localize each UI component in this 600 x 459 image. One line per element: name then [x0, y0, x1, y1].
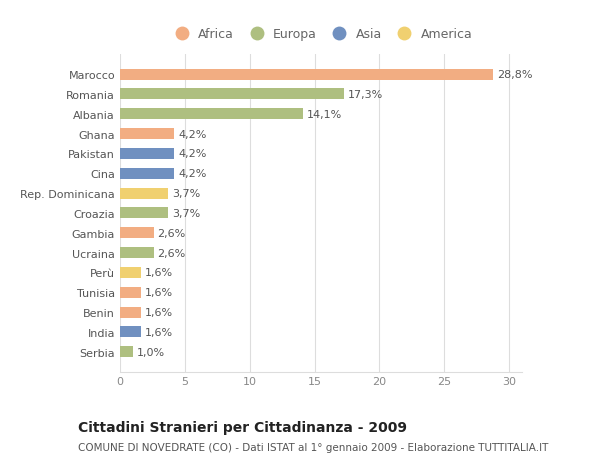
Bar [120, 247, 154, 258]
Bar [120, 188, 168, 199]
Bar [120, 149, 175, 160]
Text: 2,6%: 2,6% [158, 228, 186, 238]
Text: COMUNE DI NOVEDRATE (CO) - Dati ISTAT al 1° gennaio 2009 - Elaborazione TUTTITAL: COMUNE DI NOVEDRATE (CO) - Dati ISTAT al… [78, 442, 548, 452]
Bar [120, 129, 175, 140]
Text: 1,6%: 1,6% [145, 308, 173, 317]
Bar [120, 228, 154, 239]
Bar [120, 347, 133, 358]
Text: 28,8%: 28,8% [497, 70, 533, 80]
Text: 1,6%: 1,6% [145, 327, 173, 337]
Legend: Africa, Europa, Asia, America: Africa, Europa, Asia, America [164, 23, 478, 46]
Text: 1,0%: 1,0% [137, 347, 165, 357]
Bar [120, 287, 141, 298]
Text: Cittadini Stranieri per Cittadinanza - 2009: Cittadini Stranieri per Cittadinanza - 2… [78, 420, 407, 434]
Bar [120, 69, 493, 80]
Text: 1,6%: 1,6% [145, 288, 173, 297]
Bar [120, 109, 303, 120]
Text: 3,7%: 3,7% [172, 189, 200, 199]
Text: 1,6%: 1,6% [145, 268, 173, 278]
Bar [120, 327, 141, 338]
Text: 17,3%: 17,3% [348, 90, 383, 100]
Text: 2,6%: 2,6% [158, 248, 186, 258]
Bar [120, 89, 344, 100]
Bar [120, 168, 175, 179]
Text: 4,2%: 4,2% [178, 129, 207, 139]
Bar [120, 267, 141, 278]
Text: 3,7%: 3,7% [172, 208, 200, 218]
Text: 4,2%: 4,2% [178, 169, 207, 179]
Bar [120, 208, 168, 219]
Text: 4,2%: 4,2% [178, 149, 207, 159]
Text: 14,1%: 14,1% [307, 110, 342, 119]
Bar [120, 307, 141, 318]
